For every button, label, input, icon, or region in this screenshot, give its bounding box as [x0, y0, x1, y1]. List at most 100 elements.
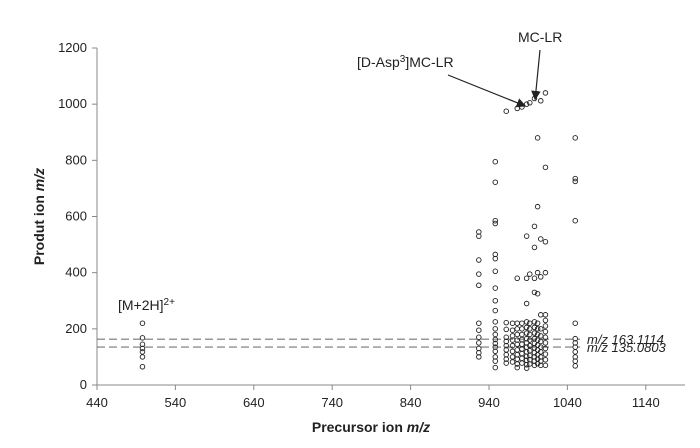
data-point: [527, 331, 533, 338]
data-point: [537, 349, 544, 355]
data-point: [534, 320, 541, 326]
data-point: [139, 349, 146, 355]
data-point: [492, 298, 499, 304]
data-point: [509, 320, 516, 326]
data-point: [537, 236, 544, 242]
data-point: [523, 319, 530, 325]
data-point: [509, 342, 516, 349]
data-point: [492, 179, 499, 185]
data-point: [514, 356, 520, 362]
data-point: [492, 220, 499, 227]
data-point: [492, 307, 499, 314]
data-point: [509, 348, 516, 355]
data-point: [492, 268, 499, 275]
y-tick-label: 200: [65, 321, 87, 336]
data-point: [519, 331, 525, 338]
data-point: [519, 320, 525, 326]
data-point: [519, 341, 525, 348]
data-point: [476, 354, 482, 360]
data-point: [572, 320, 578, 326]
data-point: [519, 350, 525, 357]
annotation-mclr: MC-LR: [518, 29, 562, 45]
annotation-dasp3-mclr: [D-Asp3]MC-LR: [357, 54, 454, 71]
data-point: [527, 271, 533, 277]
data-point: [542, 312, 549, 318]
annotation-arrow: [447, 74, 527, 108]
data-point: [492, 326, 499, 332]
data-point: [542, 334, 549, 341]
annotations: [D-Asp3]MC-LR MC-LR [M+2H]2+: [118, 29, 562, 313]
data-point: [542, 317, 549, 324]
data-point: [537, 338, 544, 345]
data-point: [523, 275, 530, 282]
data-point: [476, 282, 482, 289]
data-point: [519, 355, 525, 362]
data-point: [523, 365, 530, 371]
data-point: [492, 358, 499, 364]
data-point: [523, 324, 530, 331]
data-point: [509, 354, 516, 360]
data-point: [531, 330, 538, 336]
data-point: [523, 353, 530, 360]
data-point: [509, 327, 516, 333]
reference-line-label: m/z 163.1114: [587, 332, 664, 347]
data-point: [537, 326, 544, 332]
data-point: [503, 351, 509, 358]
data-point: [503, 356, 509, 362]
data-point: [527, 361, 533, 367]
reference-line-label: m/z 135.0803: [587, 340, 667, 355]
data-point: [534, 290, 541, 297]
data-point: [534, 269, 541, 276]
data-point: [542, 340, 549, 346]
data-point: [534, 203, 541, 210]
data-point: [519, 326, 525, 332]
y-tick-label: 400: [65, 265, 87, 280]
data-point: [542, 356, 549, 363]
axes: 0 200 400 600 800 1000 1200 440 540 640 740 840 940 1…: [31, 40, 685, 435]
x-tick-label: 640: [243, 395, 265, 410]
data-point: [503, 319, 509, 326]
x-tick-label: 1140: [632, 395, 660, 410]
data-point: [514, 351, 520, 358]
data-point: [527, 320, 533, 326]
data-point: [531, 324, 538, 331]
data-point: [139, 363, 146, 370]
data-point: [476, 340, 482, 346]
data-point: [537, 333, 544, 339]
data-point: [514, 275, 520, 282]
data-point: [542, 362, 549, 369]
data-point: [531, 223, 538, 230]
data-point: [572, 175, 578, 182]
data-point: [572, 217, 578, 224]
data-point: [537, 98, 544, 104]
data-point: [139, 320, 146, 326]
data-point: [514, 364, 520, 371]
data-point: [492, 331, 499, 338]
x-tick-label: 540: [165, 395, 187, 410]
data-point: [139, 335, 146, 341]
y-axis-title: Produt ion m/z: [31, 168, 47, 265]
data-point: [514, 331, 520, 338]
data-point: [531, 244, 538, 251]
data-point: [542, 351, 549, 357]
x-tick-label: 1040: [553, 395, 582, 410]
data-point: [492, 319, 499, 325]
data-point: [537, 312, 544, 318]
data-point: [492, 255, 499, 262]
data-point: [531, 95, 538, 102]
data-point: [527, 342, 533, 349]
data-point: [527, 326, 533, 332]
data-point: [537, 274, 544, 280]
data-point: [492, 285, 499, 291]
data-point: [492, 336, 499, 343]
data-point: [519, 360, 525, 366]
data-point: [514, 105, 520, 112]
data-point: [523, 362, 530, 368]
data-point: [572, 363, 578, 369]
data-point: [542, 164, 549, 171]
data-point: [572, 135, 578, 141]
data-point: [139, 354, 146, 360]
data-point: [531, 275, 538, 282]
data-point: [523, 330, 530, 336]
